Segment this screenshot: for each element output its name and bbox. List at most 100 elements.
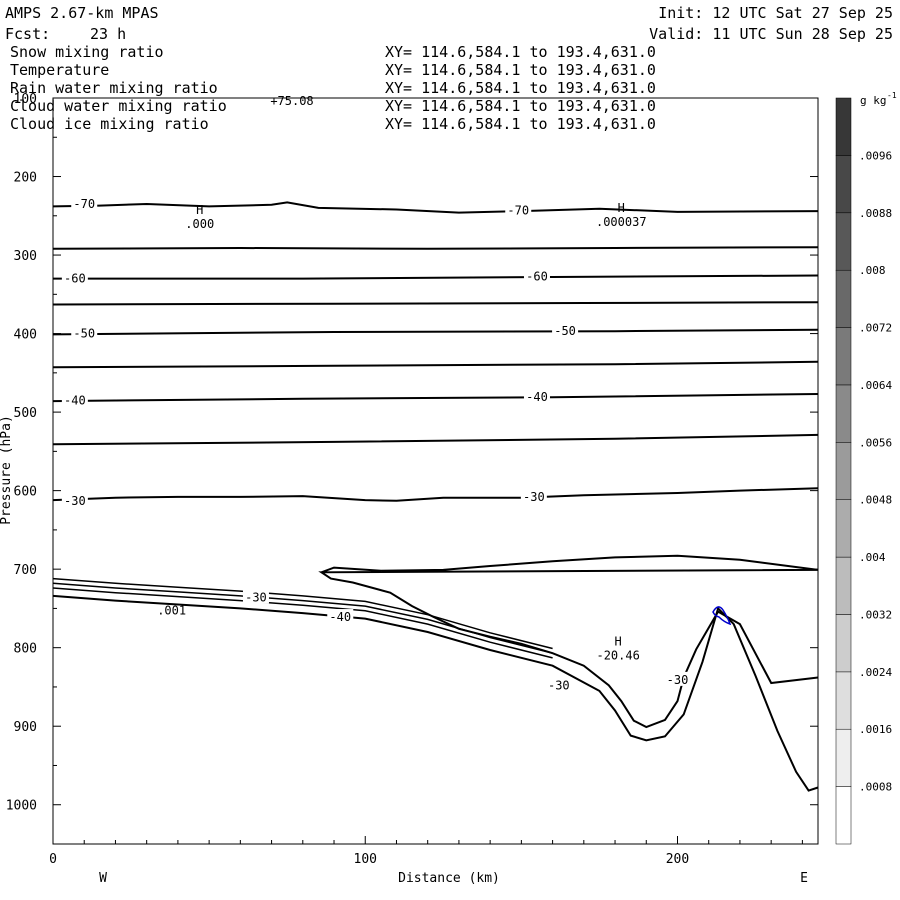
snow-layer-contour <box>52 577 553 650</box>
isotherm-line <box>53 274 819 280</box>
isotherm-label: -50 <box>73 327 95 341</box>
y-tick-label: 900 <box>14 720 37 735</box>
legend-xy: XY= 114.6,584.1 to 193.4,631.0 <box>385 79 656 97</box>
y-tick-label: 200 <box>14 171 37 186</box>
snow-layer-contour <box>52 587 553 659</box>
colorbar-tick: .0016 <box>859 723 892 736</box>
high-value: -20.46 <box>596 648 639 662</box>
legend-xy: XY= 114.6,584.1 to 193.4,631.0 <box>385 43 656 61</box>
colorbar-tick: .0048 <box>859 494 892 507</box>
high-marker: H <box>618 201 625 215</box>
label-mask <box>61 492 88 507</box>
legend-name: Rain water mixing ratio <box>10 79 218 97</box>
valid-time: Valid: 11 UTC Sun 28 Sep 25 <box>649 25 893 43</box>
y-axis-label: Pressure (hPa) <box>0 415 14 525</box>
y-tick-label: 400 <box>14 328 37 343</box>
colorbar-segment <box>835 671 852 730</box>
plot-frame <box>52 97 819 845</box>
fcst-label: Fcst: <box>5 25 50 43</box>
colorbar-tick: .0064 <box>859 379 892 392</box>
colorbar-tick: .0056 <box>859 436 892 449</box>
field-legend: Snow mixing ratio XY= 114.6,584.1 to 193.… <box>10 43 656 133</box>
colorbar-tick: .0032 <box>859 608 892 621</box>
colorbar-segment <box>835 614 852 673</box>
colorbar-unit-exponent: -1 <box>887 91 897 100</box>
x-tick-label: 0 <box>49 852 57 867</box>
colorbar-segment <box>835 728 852 787</box>
x-tick-label: 100 <box>354 852 377 867</box>
terrain-line <box>52 577 819 792</box>
snow-layer-contour <box>52 582 553 654</box>
legend-xy: XY= 114.6,584.1 to 193.4,631.0 <box>385 115 656 133</box>
x-tick-label: 200 <box>666 852 689 867</box>
colorbar-segment <box>835 155 852 214</box>
terrain-profile <box>52 594 819 792</box>
isotherm-contours <box>52 201 819 729</box>
label-mask <box>327 609 354 624</box>
isotherm-label: -40 <box>329 610 351 624</box>
colorbar-tick: .008 <box>859 264 886 277</box>
isotherm-label: -30 <box>245 590 267 604</box>
label-mask <box>71 196 98 211</box>
colorbar-tick: .0008 <box>859 781 892 794</box>
colorbar-segment <box>835 786 852 845</box>
colorbar-tick: .0096 <box>859 149 892 162</box>
colorbar-segment <box>835 97 852 156</box>
top-value-label: +75.08 <box>270 94 313 108</box>
cloud-water-contour <box>712 606 732 626</box>
contour-labels: -70 -70 -60 -60 -50 -50 -40 -40 -30 -30 -30 -40 -30 -… <box>61 196 691 692</box>
x-axis-label: Distance (km) <box>398 871 500 886</box>
label-mask <box>523 268 550 283</box>
colorbar-segment <box>835 556 852 615</box>
isotherm-line <box>52 301 819 306</box>
isotherm-label: -30 <box>667 673 689 687</box>
isotherm-line <box>52 201 819 214</box>
isotherm-label: -30 <box>548 678 570 692</box>
y-tick-label: 700 <box>14 563 37 578</box>
legend-name: Snow mixing ratio <box>10 43 164 61</box>
isotherm-label: -70 <box>507 203 529 217</box>
colorbar-segment <box>835 327 852 386</box>
label-mask <box>520 488 547 503</box>
west-label: W <box>99 871 107 886</box>
isotherm-label: -30 <box>523 490 545 504</box>
legend-xy: XY= 114.6,584.1 to 193.4,631.0 <box>385 97 656 115</box>
model-title: AMPS 2.67-km MPAS <box>5 4 159 22</box>
colorbar-unit: g kg <box>860 94 887 107</box>
legend-name: Temperature <box>10 61 109 79</box>
high-value: .000037 <box>596 215 647 229</box>
colorbar-segment <box>835 212 852 271</box>
high-marker: H <box>196 203 203 217</box>
label-mask <box>61 270 88 285</box>
isotherm-line <box>52 246 819 250</box>
isotherm-label: -60 <box>526 269 548 283</box>
isotherm-line <box>52 360 819 369</box>
colorbar-segment <box>835 499 852 558</box>
label-mask <box>61 392 88 407</box>
mixing-ratio-label: .001 <box>157 604 186 618</box>
isotherm-line <box>52 487 819 502</box>
label-mask <box>545 677 572 692</box>
colorbar-segment <box>835 269 852 328</box>
colorbar-segment <box>835 442 852 500</box>
high-marker: H <box>615 634 622 648</box>
colorbar-segment <box>835 384 852 443</box>
label-mask <box>242 589 269 604</box>
label-mask <box>664 671 691 686</box>
isotherm-label: -30 <box>64 494 86 508</box>
east-label: E <box>800 871 808 886</box>
isotherm-label: -70 <box>73 197 95 211</box>
y-tick-label: 300 <box>14 249 37 264</box>
colorbar-tick: .0024 <box>859 666 892 679</box>
colorbar-tick: .0072 <box>859 322 892 335</box>
fcst-value: 23 h <box>90 25 126 43</box>
isotherm-label: -50 <box>554 324 576 338</box>
label-mask <box>523 389 550 404</box>
x-axis: 0 100 200 <box>49 836 803 867</box>
legend-name: Cloud ice mixing ratio <box>10 115 209 133</box>
isotherm-line <box>52 433 819 446</box>
legend-xy: XY= 114.6,584.1 to 193.4,631.0 <box>385 61 656 79</box>
colorbar: .0096 .0088 .008 .0072 .0064 .0056 .0048 .004 .0… <box>835 97 892 845</box>
colorbar-tick: .0088 <box>859 207 892 220</box>
